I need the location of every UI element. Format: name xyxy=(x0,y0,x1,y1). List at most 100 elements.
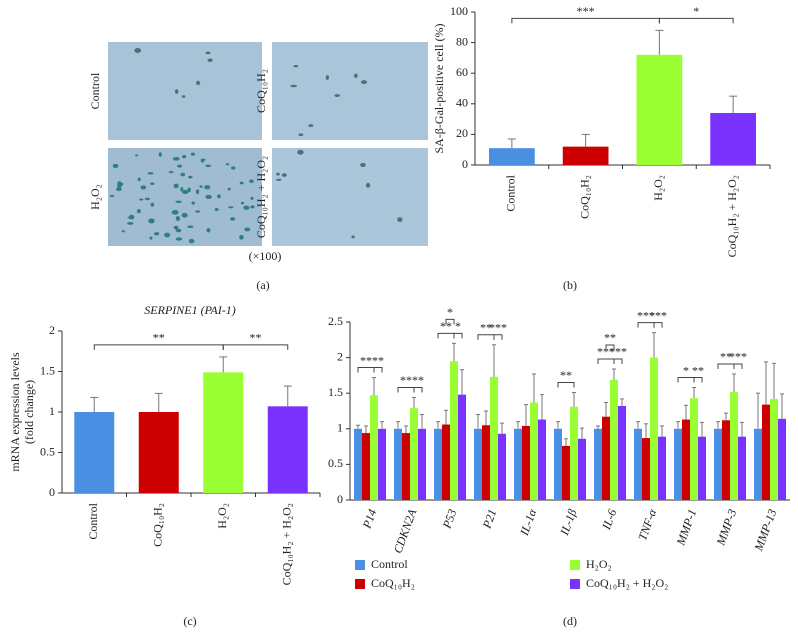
bar xyxy=(474,428,482,500)
cell xyxy=(181,95,186,98)
bar xyxy=(394,428,402,500)
panel-caption: (b) xyxy=(563,278,577,292)
y-tick-label: 2 xyxy=(337,349,343,363)
cell xyxy=(182,154,187,159)
cell xyxy=(250,196,254,200)
significance-bracket xyxy=(493,334,503,340)
cell xyxy=(173,183,179,189)
bar xyxy=(267,406,308,493)
significance-label: ** xyxy=(440,319,452,333)
y-tick-label: 100 xyxy=(450,4,468,18)
x-tick-label: CoQ₁₀H₂ + H₂O₂ xyxy=(725,175,739,257)
cell xyxy=(175,228,181,231)
bar xyxy=(570,406,578,500)
x-tick-label: P14 xyxy=(359,507,379,531)
cell xyxy=(112,163,119,168)
significance-label: ** xyxy=(604,331,616,345)
cell xyxy=(188,238,195,244)
cell xyxy=(293,65,299,68)
bar xyxy=(434,428,442,500)
cell xyxy=(243,205,250,210)
significance-label: ** xyxy=(360,353,372,367)
bar xyxy=(514,428,522,500)
bar xyxy=(636,54,683,166)
significance-label: ** xyxy=(692,363,704,377)
image-label: CoQ₁₀H₂ + H₂O₂ xyxy=(254,156,268,238)
cell xyxy=(249,179,254,183)
bar xyxy=(770,398,778,500)
cell xyxy=(134,48,142,53)
y-tick-label: 2 xyxy=(49,323,55,337)
cell xyxy=(128,214,135,220)
significance-bracket xyxy=(413,386,423,393)
cell xyxy=(173,225,179,230)
x-tick-label: IL-1β xyxy=(557,507,580,538)
significance-label: ** xyxy=(250,331,262,345)
bar xyxy=(610,379,618,500)
bar xyxy=(714,428,722,500)
y-tick-label: 1.5 xyxy=(328,385,343,399)
significance-bracket xyxy=(733,363,743,369)
cell xyxy=(177,164,183,168)
cell xyxy=(150,202,155,207)
micrograph xyxy=(108,42,262,140)
bar xyxy=(362,433,370,500)
y-tick-label: 2.5 xyxy=(328,314,343,328)
cell xyxy=(308,124,314,127)
cell xyxy=(250,205,255,209)
cell xyxy=(205,164,212,168)
significance-bracket xyxy=(373,367,383,373)
bar xyxy=(682,419,690,500)
cell xyxy=(239,234,244,240)
cell xyxy=(147,172,154,175)
cell xyxy=(140,185,147,190)
cell xyxy=(164,232,171,238)
cell xyxy=(191,201,195,205)
y-tick-label: 0 xyxy=(337,492,343,506)
x-tick-label: Control xyxy=(86,502,100,539)
significance-bracket xyxy=(397,386,415,393)
significance-label: ** xyxy=(412,373,424,387)
bar xyxy=(489,148,535,165)
cell xyxy=(361,80,368,85)
cell xyxy=(199,185,203,188)
legend-swatch xyxy=(355,560,365,570)
y-axis-label: mRNA expression levels xyxy=(8,352,22,472)
panel-caption: (a) xyxy=(256,278,269,292)
micrograph xyxy=(272,148,428,246)
significance-bracket xyxy=(511,17,660,24)
y-tick-label: 20 xyxy=(456,126,468,140)
legend-label: CoQ₁₀H₂ + H₂O₂ xyxy=(586,576,668,590)
chart-title: SERPINE1 (PAI-1) xyxy=(144,303,235,317)
y-tick-label: 0.5 xyxy=(40,444,55,458)
cell xyxy=(116,187,122,192)
bar xyxy=(402,433,410,500)
significance-label: *** xyxy=(597,345,615,359)
bar xyxy=(442,424,450,500)
bar xyxy=(710,112,756,165)
cell xyxy=(150,182,155,185)
cell xyxy=(136,209,141,214)
significance-label: ** xyxy=(480,321,492,335)
cell xyxy=(188,175,193,179)
bar xyxy=(554,428,562,500)
significance-label: ** xyxy=(560,368,572,382)
bar xyxy=(594,428,602,500)
cell xyxy=(158,152,162,157)
cell xyxy=(360,162,366,167)
bar xyxy=(658,436,666,500)
cell xyxy=(297,149,304,155)
significance-label: * xyxy=(683,363,689,377)
y-tick-label: 80 xyxy=(456,34,468,48)
legend-label: Control xyxy=(371,557,408,571)
significance-bracket xyxy=(637,322,655,328)
x-tick-label: P53 xyxy=(439,507,459,531)
x-tick-label: Control xyxy=(504,174,518,211)
significance-bracket xyxy=(437,332,455,339)
bar xyxy=(690,398,698,500)
micrograph xyxy=(272,42,428,140)
cell xyxy=(228,206,234,209)
cell xyxy=(175,216,181,221)
cell xyxy=(144,197,151,201)
significance-bracket xyxy=(222,344,289,350)
